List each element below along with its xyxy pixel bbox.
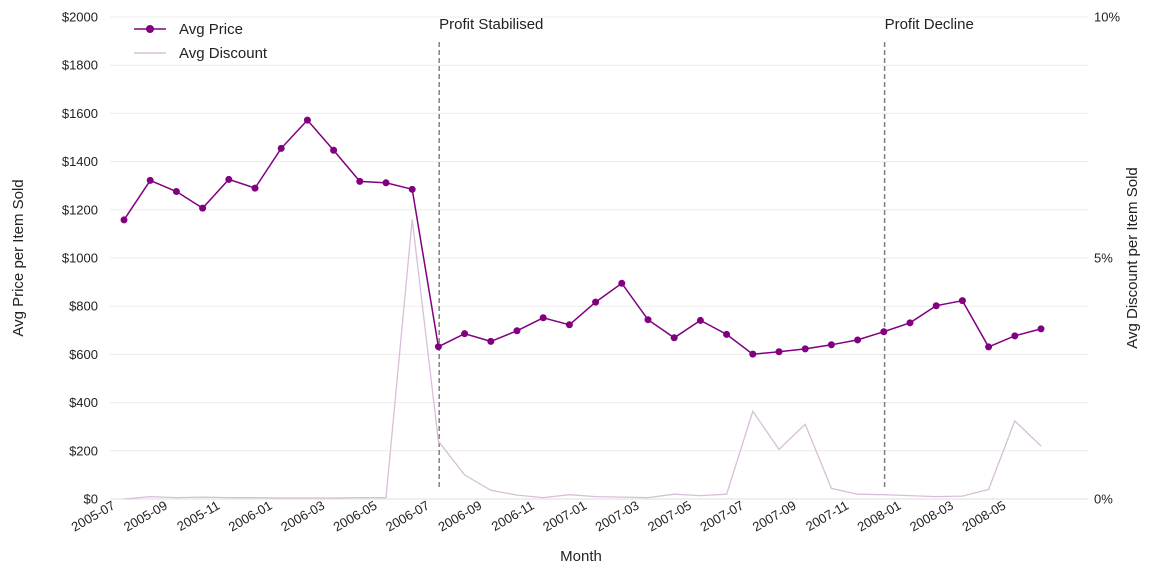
- avg-price-point: [1011, 332, 1019, 340]
- left-y-tick-label: $1400: [62, 154, 98, 169]
- left-y-tick-label: $200: [69, 443, 98, 458]
- x-tick-label: 2007-05: [645, 498, 694, 535]
- x-tick-label: 2006-05: [331, 498, 380, 535]
- left-y-tick-label: $1000: [62, 251, 98, 266]
- x-tick-label: 2006-03: [278, 498, 327, 535]
- avg-price-point: [251, 184, 259, 192]
- grid-lines: [110, 16, 1088, 452]
- x-tick-label: 2005-09: [121, 498, 170, 535]
- avg-price-point: [434, 343, 442, 351]
- left-y-tick-label: $0: [84, 492, 98, 507]
- x-tick-label: 2006-01: [226, 498, 275, 535]
- avg-price-point: [487, 337, 495, 345]
- right-y-ticks: 0% 5% 10%: [1094, 10, 1120, 507]
- series: [120, 116, 1045, 500]
- avg-discount-line: [123, 219, 1042, 500]
- x-tick-label: 2007-11: [803, 498, 851, 534]
- x-axis-label: Month: [560, 548, 602, 565]
- avg-price-point: [565, 321, 573, 329]
- left-y-tick-label: $400: [69, 395, 98, 410]
- avg-price-point: [985, 343, 993, 351]
- right-y-axis-label: Avg Discount per Item Sold: [1124, 167, 1141, 348]
- x-tick-label: 2007-09: [750, 498, 799, 535]
- x-tick-label: 2005-11: [174, 498, 222, 534]
- x-tick-label: 2006-09: [435, 498, 484, 535]
- x-tick-label: 2008-01: [855, 498, 904, 535]
- avg-price-point: [670, 334, 678, 342]
- annotation-label: Profit Decline: [885, 16, 974, 33]
- avg-price-point: [539, 314, 547, 322]
- avg-price-point: [958, 297, 966, 305]
- avg-price-point: [906, 319, 914, 327]
- x-tick-label: 2006-11: [489, 498, 537, 534]
- x-tick-label: 2007-03: [593, 498, 642, 535]
- x-tick-label: 2008-05: [959, 498, 1008, 535]
- avg-price-point: [382, 179, 390, 187]
- avg-price-point: [644, 316, 652, 324]
- avg-price-point: [330, 146, 338, 154]
- right-y-tick-label: 0%: [1094, 492, 1113, 507]
- avg-price-point: [225, 175, 233, 183]
- avg-price-point: [618, 279, 626, 287]
- avg-price-point: [696, 316, 704, 324]
- avg-price-point: [120, 216, 128, 224]
- legend: Avg Price Avg Discount: [134, 21, 268, 62]
- x-tick-label: 2007-07: [697, 498, 746, 535]
- avg-price-point: [513, 327, 521, 335]
- left-y-tick-label: $2000: [62, 10, 98, 25]
- avg-price-point: [303, 116, 311, 124]
- left-y-ticks: $0 $200 $400 $600 $800 $1000 $1200 $1400 $1600 $1…: [62, 10, 98, 507]
- avg-price-point: [408, 185, 416, 193]
- avg-price-point: [932, 302, 940, 310]
- avg-price-point: [146, 176, 154, 184]
- right-y-tick-label: 10%: [1094, 10, 1120, 25]
- x-tick-label: 2006-07: [383, 498, 432, 535]
- x-tick-label: 2007-01: [540, 498, 589, 535]
- left-y-tick-label: $600: [69, 347, 98, 362]
- left-y-axis-label: Avg Price per Item Sold: [10, 179, 27, 336]
- legend-avg-price-marker: [146, 25, 154, 33]
- legend-avg-price-label: Avg Price: [179, 21, 243, 38]
- avg-price-point: [749, 350, 757, 358]
- annotations: Profit Stabilised Profit Decline: [438, 16, 974, 488]
- avg-price-point: [592, 298, 600, 306]
- left-y-tick-label: $800: [69, 299, 98, 314]
- right-y-tick-label: 5%: [1094, 251, 1113, 266]
- avg-price-line: [123, 118, 1042, 355]
- avg-price-point: [723, 330, 731, 338]
- avg-price-point: [1037, 325, 1045, 333]
- left-y-tick-label: $1800: [62, 58, 98, 73]
- x-ticks: 2005-07 2005-09 2005-11 2006-01 2006-03 2006-…: [69, 498, 1009, 535]
- avg-price-point: [880, 328, 888, 336]
- avg-price-point: [277, 144, 285, 152]
- legend-avg-discount-label: Avg Discount: [179, 45, 268, 62]
- x-tick-label: 2008-03: [907, 498, 956, 535]
- avg-price-point: [199, 204, 207, 212]
- avg-price-point: [356, 177, 364, 185]
- left-y-tick-label: $1200: [62, 202, 98, 217]
- avg-price-point: [827, 341, 835, 349]
- avg-price-point: [801, 345, 809, 353]
- left-y-tick-label: $1600: [62, 106, 98, 121]
- avg-price-point: [172, 187, 180, 195]
- avg-price-point: [461, 330, 469, 338]
- annotation-label: Profit Stabilised: [439, 16, 543, 33]
- avg-price-point: [775, 348, 783, 356]
- avg-price-point: [854, 336, 862, 344]
